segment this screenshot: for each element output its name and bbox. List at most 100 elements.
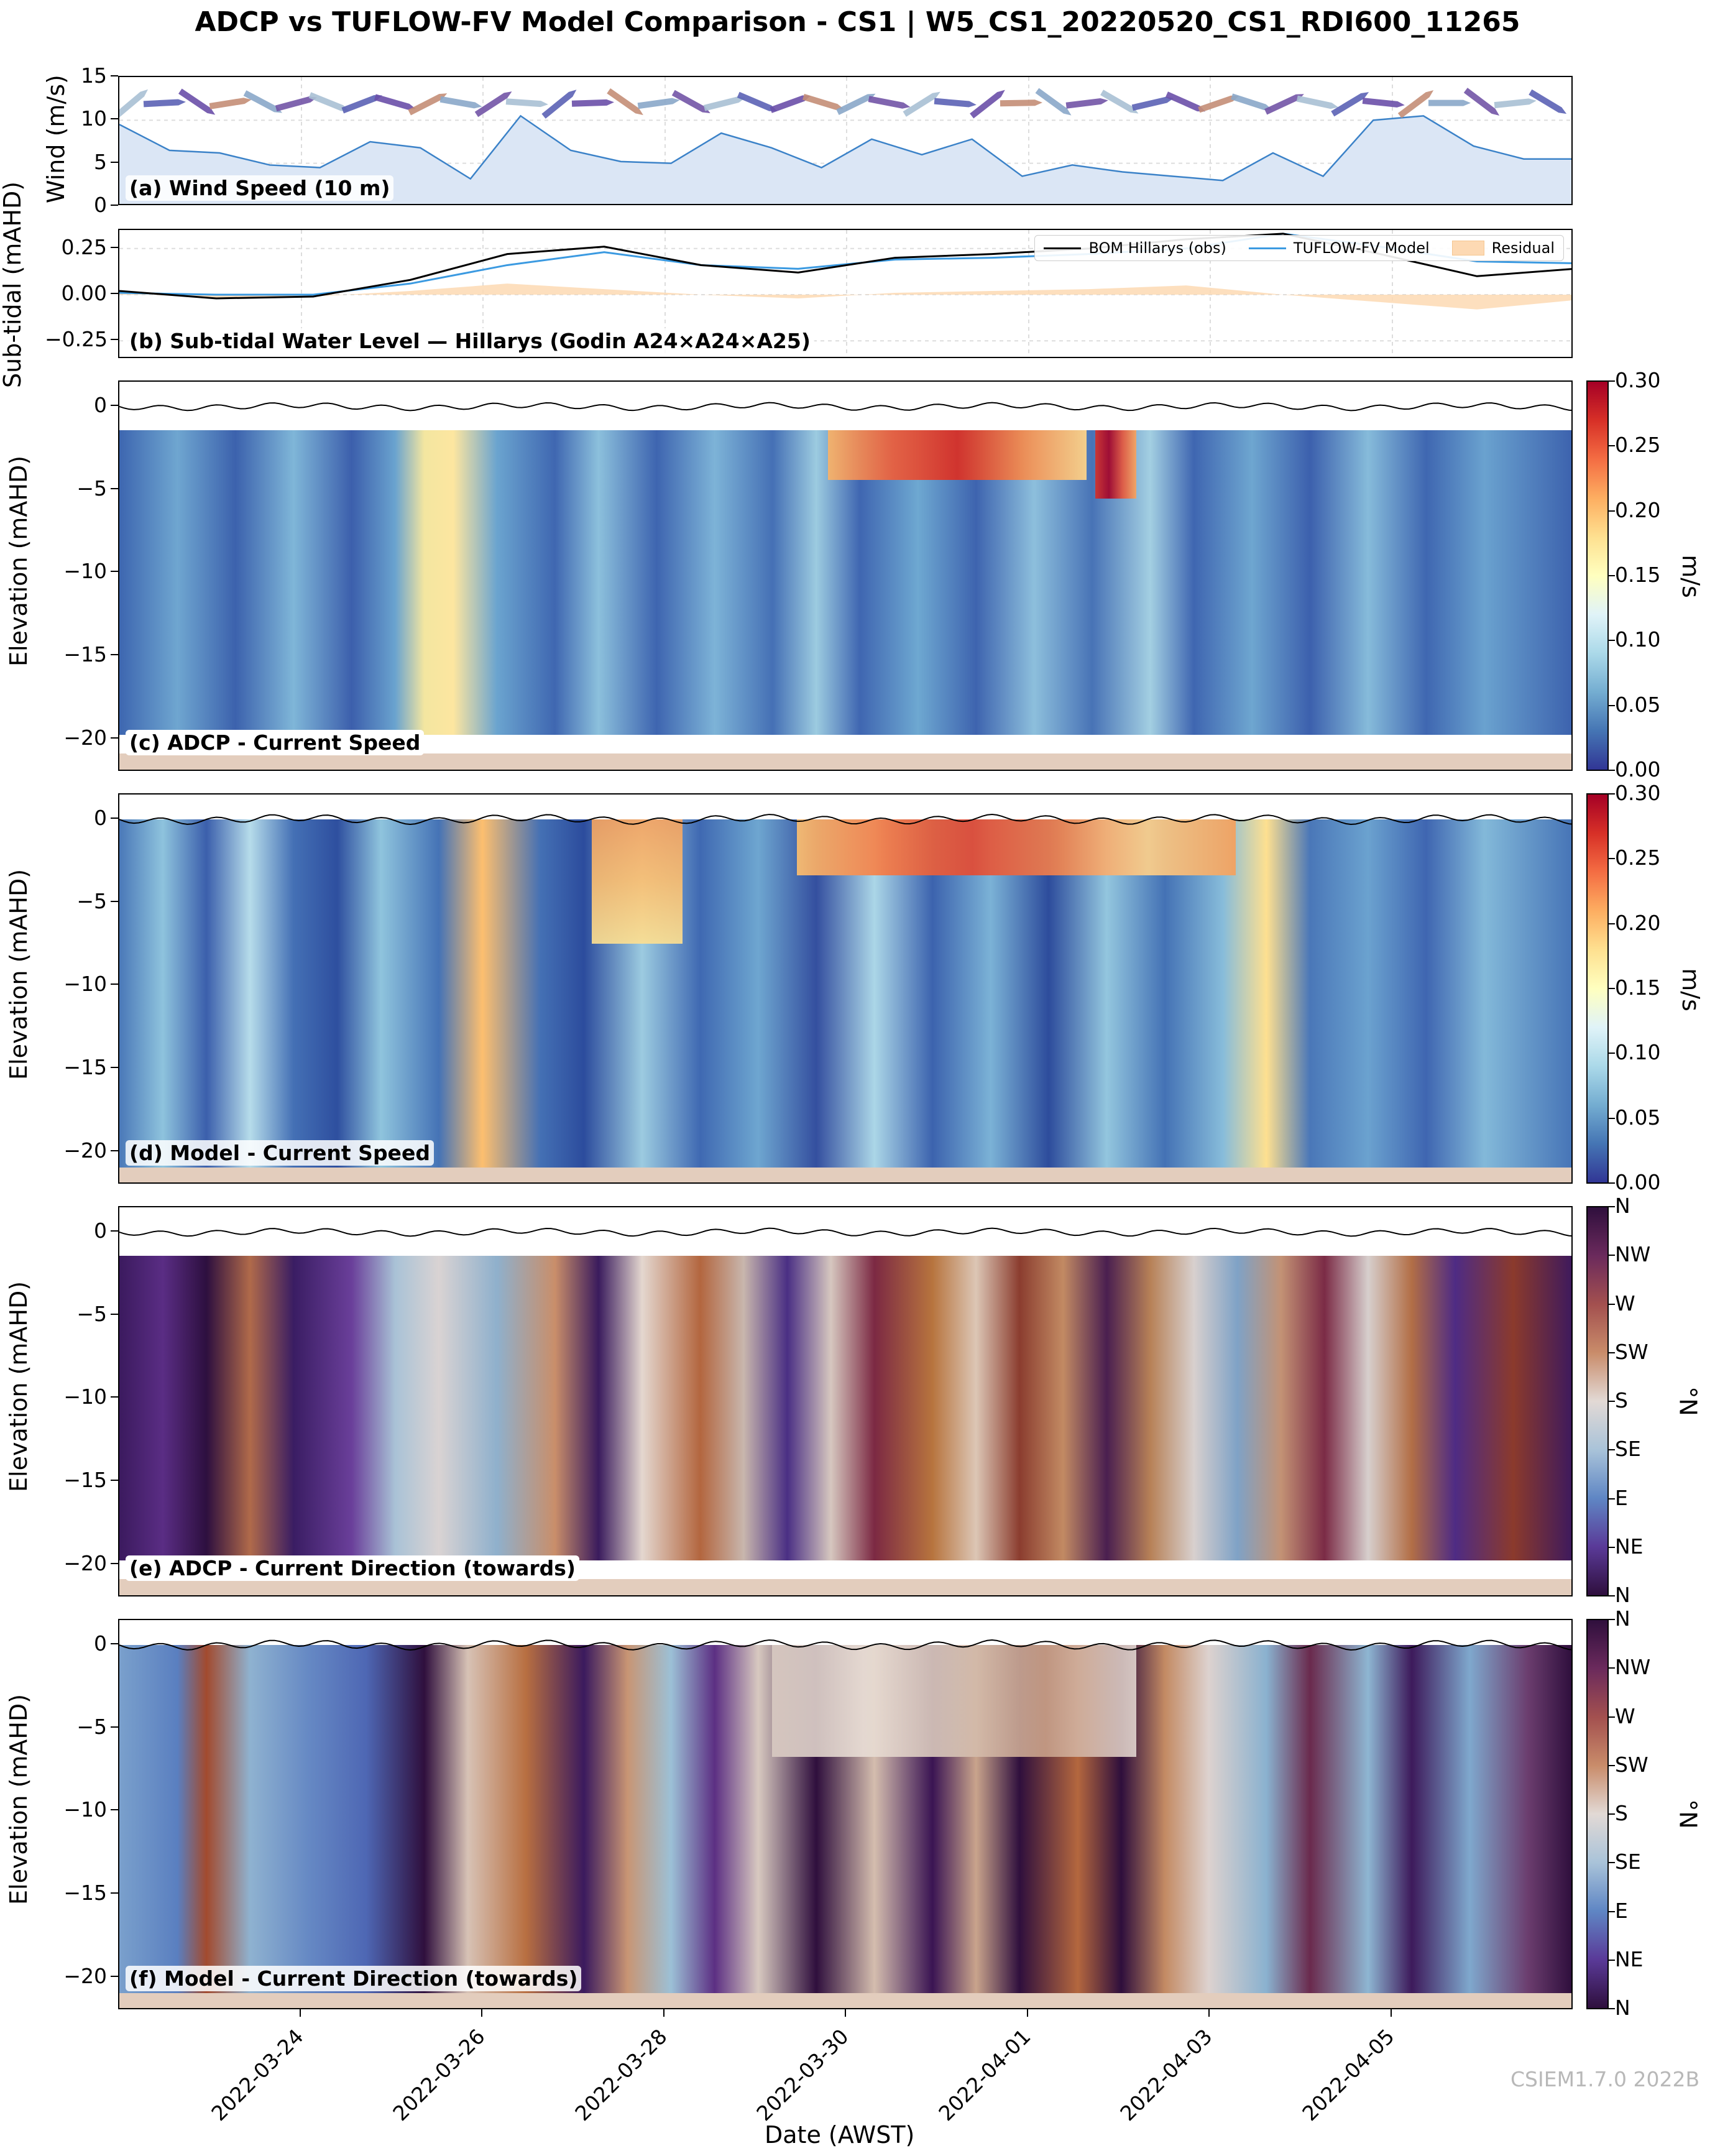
model-dir-cbar-tick-mark <box>1609 1764 1615 1766</box>
model-speed-ytick-mark <box>111 818 118 819</box>
adcp-speed-cbar-tick: 0.05 <box>1615 692 1661 717</box>
adcp-speed-cbar-tick: 0.25 <box>1615 433 1661 458</box>
wind-direction-arrow <box>1428 99 1471 106</box>
adcp-dir-cbar-tick: W <box>1615 1291 1635 1315</box>
model-speed-tag: (d) Model - Current Speed <box>126 1140 434 1166</box>
model-speed-ylabel: Elevation (mAHD) <box>5 868 32 1080</box>
wind-direction-arrow <box>1198 95 1239 113</box>
adcp-speed-cbar-tick: 0.30 <box>1615 368 1661 392</box>
model-speed-ytick-mark <box>111 1066 118 1068</box>
wind-ylabel: Wind (m/s) <box>42 75 70 203</box>
adcp-speed-cbar-tick: 0.15 <box>1615 563 1661 587</box>
wind-direction-arrow <box>1331 92 1369 117</box>
adcp-dir-ytick-mark <box>111 1396 118 1398</box>
wind-direction-arrow <box>119 89 149 119</box>
model-speed-cbar-tick-mark <box>1609 1117 1615 1119</box>
model-dir-ytick-mark <box>111 1892 118 1894</box>
wind-direction-arrow <box>209 98 252 109</box>
water-surface-line <box>119 1227 1571 1237</box>
subtidal-legend: BOM Hillarys (obs) TUFLOW-FV Model Resid… <box>1034 235 1564 261</box>
x-tick-mark <box>663 2009 664 2017</box>
adcp-dir-ytick: −10 <box>63 1384 107 1409</box>
adcp-dir-cbar-tick: SE <box>1615 1437 1641 1462</box>
adcp-speed-cbar-tick-mark <box>1609 704 1615 706</box>
adcp-dir-cbar-tick-mark <box>1609 1498 1615 1500</box>
model-speed-cbar-tick: 0.00 <box>1615 1170 1661 1194</box>
adcp-dir-cbar-label: °N <box>1674 1386 1702 1416</box>
adcp-dir-cbar-tick-mark <box>1609 1595 1615 1596</box>
model-speed-cbar-tick: 0.05 <box>1615 1105 1661 1130</box>
adcp-speed-surface-peak <box>1095 430 1136 499</box>
wind-area <box>119 116 1571 204</box>
adcp-speed-tag: (c) ADCP - Current Speed <box>126 730 425 755</box>
wind-direction-arrow <box>1264 94 1304 115</box>
wind-direction-arrow <box>1131 96 1174 111</box>
wind-direction-arrow <box>970 90 1005 119</box>
wind-plot <box>119 77 1571 204</box>
wind-direction-arrow <box>308 92 349 111</box>
subtidal-panel: BOM Hillarys (obs) TUFLOW-FV Model Resid… <box>118 229 1573 358</box>
adcp-speed-seabed <box>119 753 1571 770</box>
wind-direction-arrow <box>474 91 512 117</box>
model-speed-ytick: 0 <box>94 806 107 831</box>
legend-obs: BOM Hillarys (obs) <box>1044 239 1226 257</box>
wind-direction-arrow <box>1165 91 1206 112</box>
wind-direction-arrow <box>903 91 940 117</box>
model-dir-cbar-tick: S <box>1615 1801 1628 1825</box>
model-dir-cbar-tick: SW <box>1615 1752 1648 1777</box>
adcp-dir-cbar-tick-mark <box>1609 1546 1615 1548</box>
adcp-dir-overlay <box>119 1227 1571 1237</box>
model-dir-cbar-tick-mark <box>1609 1619 1615 1620</box>
wind-direction-arrow <box>571 99 614 107</box>
wind-direction-arrow <box>541 90 577 119</box>
adcp-speed-cbar-tick-mark <box>1609 640 1615 642</box>
wind-direction-arrow <box>934 98 977 108</box>
version-watermark: CSIEM1.7.0 2022B <box>1510 2067 1700 2091</box>
adcp-dir-ytick-mark <box>111 1479 118 1481</box>
model-dir-cbar-tick-mark <box>1609 2008 1615 2009</box>
adcp-dir-cbar-tick-mark <box>1609 1206 1615 1207</box>
wind-ytick: 15 <box>81 63 107 88</box>
adcp-dir-cbar-tick: SW <box>1615 1339 1648 1364</box>
adcp-dir-heatmap <box>119 1256 1571 1560</box>
subtidal-ytick: 0.25 <box>61 234 107 259</box>
subtidal-ytick-mark <box>111 339 118 341</box>
model-dir-overlay <box>119 1639 1571 1651</box>
model-dir-cbar-tick-mark <box>1609 1862 1615 1864</box>
model-dir-cbar-tick: NE <box>1615 1946 1644 1971</box>
adcp-speed-cbar-tick-mark <box>1609 575 1615 576</box>
model-dir-ytick: −15 <box>63 1880 107 1905</box>
model-speed-overlay <box>119 814 1571 825</box>
adcp-speed-ytick-mark <box>111 653 118 655</box>
water-surface-line <box>119 402 1571 412</box>
model-dir-cbar-label: °N <box>1674 1799 1702 1829</box>
model-dir-ytick: −5 <box>76 1714 107 1739</box>
adcp-speed-cbar-tick-mark <box>1609 510 1615 512</box>
x-tick-mark <box>1027 2009 1028 2017</box>
model-dir-ylabel: Elevation (mAHD) <box>5 1693 32 1905</box>
model-speed-cbar-label: m/s <box>1676 968 1704 1011</box>
wind-direction-arrow <box>868 96 911 109</box>
wind-direction-arrow <box>1065 98 1108 109</box>
wind-direction-arrow <box>671 90 710 114</box>
model-dir-cbar-tick: W <box>1615 1703 1635 1728</box>
model-dir-tag: (f) Model - Current Direction (towards) <box>126 1966 582 1991</box>
x-tick-label: 2022-03-30 <box>752 2024 853 2126</box>
model-speed-cbar-tick-mark <box>1609 1053 1615 1054</box>
model-speed-ytick: −20 <box>63 1138 107 1163</box>
adcp-speed-heatmap <box>119 430 1571 735</box>
wind-direction-arrow <box>505 98 548 108</box>
adcp-dir-panel: (e) ADCP - Current Direction (towards) <box>118 1206 1573 1596</box>
model-speed-cbar-tick: 0.25 <box>1615 845 1661 870</box>
model-dir-cbar-tick: N <box>1615 1996 1630 2020</box>
legend-model: TUFLOW-FV Model <box>1248 239 1430 257</box>
model-dir-colorbar <box>1586 1619 1609 2009</box>
wind-direction-arrow <box>770 95 811 113</box>
model-dir-ytick: −10 <box>63 1797 107 1822</box>
legend-obs-label: BOM Hillarys (obs) <box>1088 239 1226 257</box>
subtidal-ytick-mark <box>111 246 118 248</box>
model-speed-cbar-tick-mark <box>1609 923 1615 924</box>
wind-direction-arrow <box>178 88 216 115</box>
legend-obs-swatch <box>1044 247 1082 249</box>
model-dir-ytick-mark <box>111 1975 118 1977</box>
